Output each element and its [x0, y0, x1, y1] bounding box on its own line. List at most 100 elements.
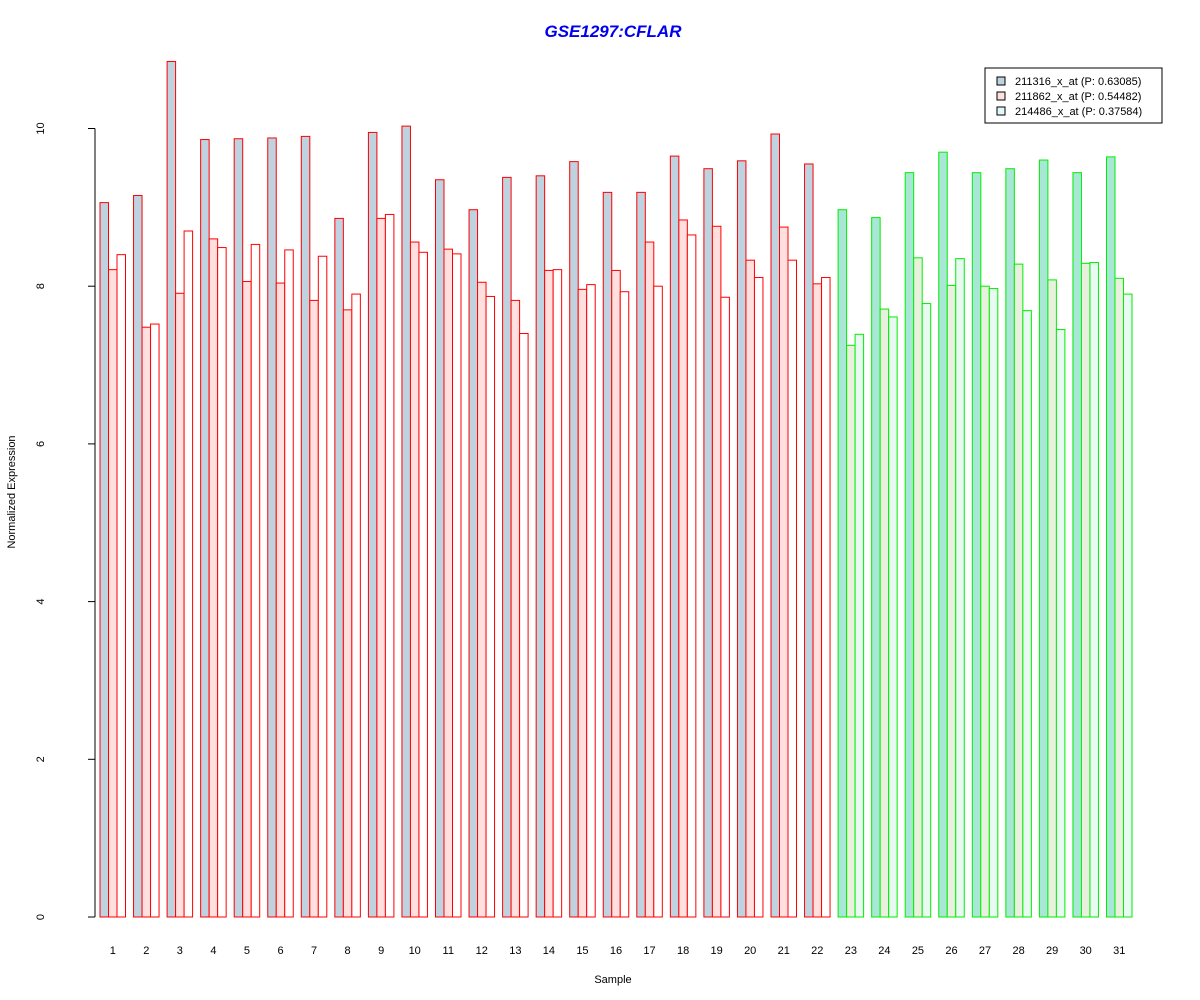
bar-sample-17-series-3 [653, 285, 663, 918]
bar-sample-4-series-2 [208, 238, 219, 918]
bar-sample-15-series-3 [586, 284, 596, 918]
bar-sample-24-series-3 [888, 316, 898, 918]
bar-sample-8-series-3 [351, 293, 361, 918]
bar-sample-30-series-3 [1089, 262, 1099, 918]
legend-swatch-1 [996, 76, 1006, 86]
bar-sample-6-series-3 [284, 249, 294, 918]
bar-sample-12-series-2 [477, 281, 487, 918]
bar-sample-1-series-2 [108, 269, 118, 918]
bar-sample-13-series-1 [502, 176, 512, 918]
bar-sample-4-series-1 [200, 139, 210, 918]
x-tick-label: 7 [311, 945, 317, 957]
bar-sample-27-series-1 [971, 172, 982, 918]
bar-sample-21-series-3 [787, 259, 797, 918]
bar-sample-5-series-2 [242, 280, 252, 918]
x-tick-label: 11 [443, 945, 454, 957]
x-tick-label: 1 [110, 945, 116, 957]
bar-sample-23-series-2 [846, 344, 856, 918]
x-tick-label: 6 [277, 945, 283, 957]
bar-sample-20-series-1 [736, 160, 747, 918]
x-tick-label: 30 [1080, 945, 1092, 957]
bar-sample-28-series-3 [1022, 310, 1032, 918]
bar-sample-24-series-2 [879, 308, 890, 918]
bar-sample-18-series-3 [686, 234, 697, 918]
chart-title: GSE1297:CFLAR [545, 22, 683, 41]
bar-sample-28-series-1 [1005, 168, 1015, 918]
x-tick-label: 23 [845, 945, 857, 957]
bar-sample-13-series-2 [510, 299, 521, 918]
y-tick-label: 4 [35, 599, 47, 605]
x-tick-label: 19 [711, 945, 723, 957]
bar-sample-19-series-3 [720, 296, 730, 918]
bar-sample-14-series-2 [544, 269, 554, 918]
x-tick-label: 10 [409, 945, 421, 957]
legend-box [984, 67, 1163, 124]
bar-sample-9-series-1 [367, 131, 378, 918]
x-axis-label: Sample [594, 974, 631, 986]
bars [99, 60, 1133, 918]
bar-sample-20-series-3 [753, 277, 764, 918]
bar-sample-16-series-3 [619, 291, 630, 918]
bar-sample-19-series-2 [711, 225, 722, 918]
bar-sample-7-series-2 [309, 299, 319, 918]
bar-sample-30-series-1 [1072, 172, 1082, 918]
bar-sample-3-series-2 [175, 292, 185, 918]
bar-sample-27-series-3 [988, 288, 999, 918]
x-tick-label: 4 [210, 945, 216, 957]
y-tick-label: 8 [35, 283, 47, 289]
legend-label-3: 214486_x_at (P: 0.37584) [1015, 106, 1142, 118]
bar-sample-10-series-2 [409, 241, 420, 918]
x-tick-label: 15 [576, 945, 588, 957]
bar-sample-23-series-1 [837, 209, 848, 918]
bar-sample-12-series-3 [485, 295, 496, 918]
bar-sample-29-series-1 [1038, 159, 1049, 918]
y-tick-label: 2 [35, 756, 47, 762]
x-tick-label: 5 [244, 945, 250, 957]
bar-sample-31-series-2 [1114, 277, 1124, 918]
y-tick-label: 0 [35, 914, 47, 920]
x-tick-label: 3 [177, 945, 183, 957]
bar-sample-24-series-1 [871, 217, 881, 918]
bar-sample-3-series-3 [183, 230, 194, 918]
bar-sample-27-series-2 [980, 285, 990, 918]
bar-sample-21-series-1 [770, 133, 780, 918]
bar-sample-13-series-3 [519, 333, 529, 918]
bar-sample-11-series-2 [443, 248, 453, 918]
legend-label-2: 211862_x_at (P: 0.54482) [1015, 91, 1141, 103]
bar-sample-12-series-1 [468, 209, 479, 918]
bar-sample-29-series-2 [1047, 279, 1057, 918]
x-tick-label: 16 [610, 945, 622, 957]
bar-sample-7-series-1 [300, 135, 311, 918]
bar-sample-18-series-2 [678, 219, 688, 918]
bar-sample-15-series-1 [569, 161, 579, 918]
bar-sample-18-series-1 [669, 155, 680, 918]
bar-sample-10-series-1 [401, 125, 411, 918]
bar-sample-9-series-3 [384, 213, 395, 918]
bar-sample-26-series-2 [946, 284, 957, 918]
bar-sample-25-series-3 [921, 303, 932, 918]
bar-sample-31-series-1 [1106, 156, 1116, 918]
bar-sample-16-series-1 [602, 191, 613, 918]
bar-sample-14-series-1 [535, 175, 546, 918]
bar-sample-28-series-2 [1013, 263, 1024, 918]
x-tick-label: 25 [912, 945, 924, 957]
legend-swatch-3 [996, 106, 1006, 116]
bar-sample-6-series-1 [267, 137, 277, 918]
bar-sample-4-series-3 [217, 247, 227, 918]
x-tick-label: 17 [643, 945, 655, 957]
bar-sample-2-series-1 [133, 195, 143, 918]
bar-sample-11-series-3 [452, 253, 462, 918]
bar-sample-2-series-2 [141, 326, 152, 918]
bar-sample-22-series-3 [821, 277, 831, 918]
bar-sample-14-series-3 [552, 269, 563, 918]
legend-swatch-2 [996, 91, 1006, 101]
bar-sample-26-series-3 [955, 258, 965, 918]
bar-sample-9-series-2 [376, 217, 386, 918]
bar-sample-22-series-1 [804, 163, 814, 918]
bar-sample-31-series-3 [1123, 293, 1133, 918]
x-tick-label: 12 [476, 945, 488, 957]
bar-sample-7-series-3 [317, 255, 328, 918]
x-tick-label: 20 [744, 945, 756, 957]
bar-sample-16-series-2 [611, 269, 621, 918]
